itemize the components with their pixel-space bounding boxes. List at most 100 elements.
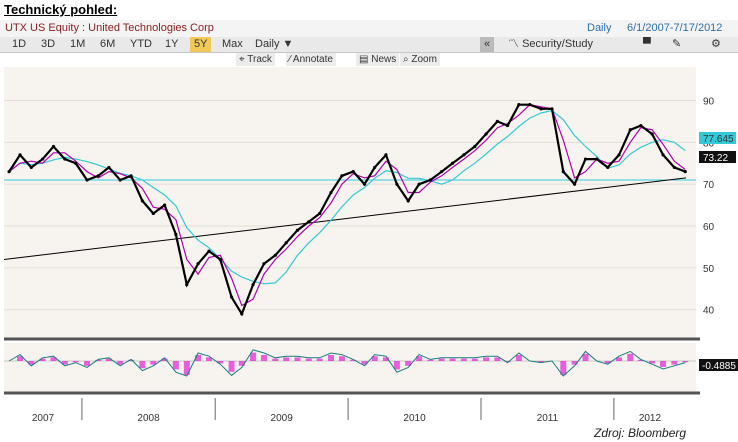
x-axis: 2007 2008 2009 2010 2011 2012 xyxy=(32,413,662,424)
edit-icon[interactable]: ✎ xyxy=(672,38,682,50)
price-point xyxy=(118,178,122,182)
oscillator-bar xyxy=(427,359,434,361)
zoom-button[interactable]: ⌕ Zoom xyxy=(400,53,440,66)
price-point xyxy=(495,119,499,123)
annotate-button[interactable]: ∕ Annotate xyxy=(286,53,336,66)
security-title: UTX US Equity : United Technologies Corp xyxy=(5,22,214,34)
interval-dropdown[interactable]: Daily ▼ xyxy=(251,37,297,52)
oscillator-bar xyxy=(649,361,656,364)
oscillator-bar xyxy=(183,361,190,375)
price-point xyxy=(406,199,410,203)
annotate-label: Annotate xyxy=(292,54,333,65)
chevron-down-icon: ▼ xyxy=(282,38,294,50)
price-point xyxy=(661,153,665,157)
price-point xyxy=(129,174,133,178)
oscillator-bar xyxy=(382,357,389,361)
y-tick-label: 40 xyxy=(703,306,715,317)
news-label: News xyxy=(371,54,397,65)
oscillator-bar xyxy=(616,357,623,361)
y-tick-label: 90 xyxy=(703,96,715,107)
price-point xyxy=(218,257,222,262)
long-moving-average-line xyxy=(8,109,686,285)
oscillator-bar xyxy=(515,355,522,361)
period-6m-button[interactable]: 6M xyxy=(100,38,116,50)
oscillator-bar xyxy=(494,357,501,361)
chart-tools-bar: ⌖ Track ∕ Annotate ▤ News ⌕ Zoom xyxy=(0,52,738,67)
price-point xyxy=(29,165,33,170)
oscillator-bar xyxy=(483,357,490,361)
price-point xyxy=(595,157,599,161)
oscillator-bar xyxy=(272,358,279,361)
price-point xyxy=(240,312,244,316)
gear-icon[interactable]: ⚙ xyxy=(711,38,721,50)
oscillator-bar xyxy=(371,356,378,361)
collapse-button[interactable]: « xyxy=(480,37,494,52)
period-5y-button[interactable]: 5Y xyxy=(190,37,212,52)
oscillator-bar xyxy=(327,355,334,361)
price-point xyxy=(229,295,234,299)
oscillator-bar xyxy=(161,358,168,361)
price-point xyxy=(572,182,577,186)
zoom-label: Zoom xyxy=(411,54,437,65)
oscillator-bar xyxy=(538,361,545,363)
oscillator-bar xyxy=(50,357,57,361)
price-point xyxy=(583,157,588,161)
price-value-marker xyxy=(699,151,736,163)
oscillator-bar xyxy=(582,353,589,361)
oscillator-bar xyxy=(61,361,68,365)
oscillator-bar xyxy=(39,358,46,361)
price-point xyxy=(473,144,477,149)
track-button[interactable]: ⌖ Track xyxy=(236,53,275,66)
price-point xyxy=(351,170,355,174)
security-study-button[interactable]: 〽 Security/Study xyxy=(508,37,593,52)
oscillator-bar xyxy=(283,357,290,361)
period-1m-button[interactable]: 1M xyxy=(70,38,86,50)
oscillator-panel xyxy=(4,349,696,377)
frequency-label: Daily xyxy=(587,22,612,34)
y-tick-label: 60 xyxy=(703,222,715,233)
price-point xyxy=(340,174,344,178)
price-point xyxy=(74,161,78,165)
oscillator-line xyxy=(8,349,686,377)
oscillator-bar xyxy=(206,357,213,361)
price-point xyxy=(639,123,643,128)
oscillator-bar xyxy=(294,357,301,361)
price-point xyxy=(162,203,167,207)
price-point xyxy=(606,165,610,170)
oscillator-bar xyxy=(217,361,224,364)
price-point xyxy=(517,103,521,107)
pin-icon[interactable]: ▀ xyxy=(643,38,651,50)
period-3d-button[interactable]: 3D xyxy=(41,38,56,50)
news-icon: ▤ xyxy=(359,54,369,65)
price-point xyxy=(262,262,266,266)
x-tick-label: 2010 xyxy=(403,413,426,424)
price-point xyxy=(151,211,155,216)
oscillator-bar xyxy=(305,358,312,361)
security-study-label: Security/Study xyxy=(522,38,593,50)
price-point xyxy=(7,170,11,174)
oscillator-bar xyxy=(416,356,423,361)
oscillator-bar xyxy=(28,361,35,365)
y-tick-label: 70 xyxy=(703,180,715,191)
x-tick-label: 2008 xyxy=(137,413,160,424)
oscillator-bar xyxy=(571,361,578,365)
price-point xyxy=(650,132,654,136)
price-panel-bg xyxy=(4,67,696,339)
price-value-label: 73.22 xyxy=(703,153,728,164)
period-1d-button[interactable]: 1D xyxy=(12,38,27,50)
price-point xyxy=(307,220,311,224)
x-tick-label: 2012 xyxy=(639,413,662,424)
period-max-button[interactable]: Max xyxy=(222,38,243,50)
oscillator-bar xyxy=(72,361,79,363)
oscillator-bar xyxy=(17,356,24,361)
period-ytd-button[interactable]: YTD xyxy=(130,38,152,50)
oscillator-bar xyxy=(338,356,345,361)
price-point xyxy=(96,174,100,178)
period-1y-button[interactable]: 1Y xyxy=(165,38,179,50)
chart-icon: 〽 xyxy=(508,38,519,50)
price-point xyxy=(85,178,89,182)
news-button[interactable]: ▤ News xyxy=(356,53,400,66)
price-point xyxy=(617,153,621,157)
source-note: Zdroj: Bloomberg xyxy=(594,426,687,440)
